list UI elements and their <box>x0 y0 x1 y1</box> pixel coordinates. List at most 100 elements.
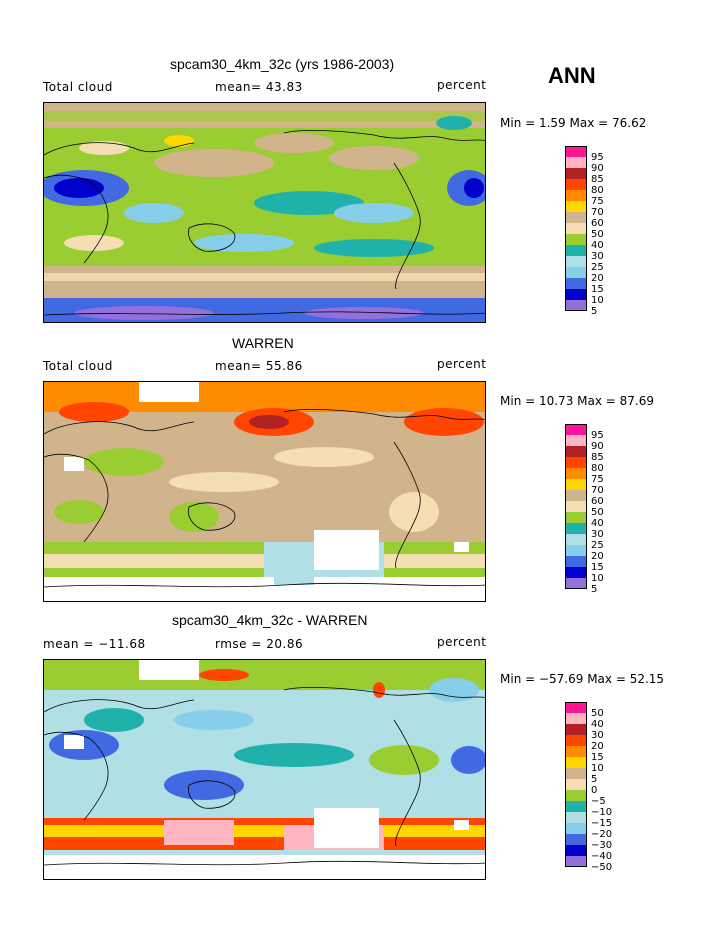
colorbar-label: 25 <box>591 540 604 551</box>
colorbar-swatch <box>565 289 587 300</box>
colorbar-label: 75 <box>591 196 604 207</box>
colorbar-swatch <box>565 278 587 289</box>
colorbar-swatch <box>565 424 587 435</box>
colorbar-swatch <box>565 735 587 746</box>
colorbar-label: 90 <box>591 163 604 174</box>
colorbar-label: 20 <box>591 741 604 752</box>
panel2-colorbar-labels: 95 90 85 80 75 70 60 50 40 30 25 20 15 10 5 <box>591 430 604 595</box>
colorbar-swatch <box>565 768 587 779</box>
colorbar-label: 40 <box>591 719 604 730</box>
colorbar-label: 40 <box>591 240 604 251</box>
colorbar-label: −15 <box>591 818 613 829</box>
panel3-map <box>43 659 486 880</box>
colorbar-label: 70 <box>591 485 604 496</box>
colorbar-swatch <box>565 856 587 867</box>
colorbar-swatch <box>565 457 587 468</box>
colorbar-label: 85 <box>591 452 604 463</box>
panel2-colorbar-boxes <box>565 424 587 589</box>
colorbar-swatch <box>565 179 587 190</box>
colorbar-label: 20 <box>591 551 604 562</box>
panel1-units: percent <box>437 78 487 92</box>
panel1-map-graphic <box>44 103 485 322</box>
colorbar-swatch <box>565 479 587 490</box>
panel1-colorbar: 95 90 85 80 75 70 60 50 40 30 25 20 15 10 5 <box>565 146 604 317</box>
panel3-minmax: Min = −57.69 Max = 52.15 <box>500 672 665 686</box>
colorbar-swatch <box>565 256 587 267</box>
panel3-rmse: rmse = 20.86 <box>215 637 304 651</box>
colorbar-label: 10 <box>591 295 604 306</box>
colorbar-swatch <box>565 567 587 578</box>
colorbar-label: 90 <box>591 441 604 452</box>
colorbar-label: 30 <box>591 529 604 540</box>
colorbar-label: 50 <box>591 229 604 240</box>
colorbar-label: 95 <box>591 152 604 163</box>
colorbar-swatch <box>565 724 587 735</box>
colorbar-label: 80 <box>591 463 604 474</box>
panel1-map <box>43 102 486 323</box>
colorbar-swatch <box>565 468 587 479</box>
colorbar-label: 30 <box>591 730 604 741</box>
colorbar-label: −40 <box>591 851 613 862</box>
colorbar-swatch <box>565 501 587 512</box>
colorbar-swatch <box>565 702 587 713</box>
colorbar-swatch <box>565 578 587 589</box>
colorbar-label: 95 <box>591 430 604 441</box>
colorbar-label: −20 <box>591 829 613 840</box>
colorbar-label: 40 <box>591 518 604 529</box>
colorbar-label: 70 <box>591 207 604 218</box>
colorbar-label: 15 <box>591 752 604 763</box>
colorbar-label: 0 <box>591 785 598 796</box>
colorbar-swatch <box>565 223 587 234</box>
panel2-units: percent <box>437 357 487 371</box>
panel2-map-graphic <box>44 382 485 601</box>
colorbar-label: −50 <box>591 862 613 873</box>
panel2-colorbar: 95 90 85 80 75 70 60 50 40 30 25 20 15 10 5 <box>565 424 604 595</box>
colorbar-swatch <box>565 435 587 446</box>
panel1-minmax: Min = 1.59 Max = 76.62 <box>500 116 647 130</box>
colorbar-label: −30 <box>591 840 613 851</box>
colorbar-label: 5 <box>591 584 598 595</box>
colorbar-swatch <box>565 534 587 545</box>
panel3-colorbar-labels: 50 40 30 20 15 10 5 0 −5 −10 −15 −20 −30 −40 −50 <box>591 708 612 873</box>
colorbar-swatch <box>565 812 587 823</box>
colorbar-swatch <box>565 790 587 801</box>
colorbar-label: 60 <box>591 496 604 507</box>
panel3-map-graphic <box>44 660 485 879</box>
panel1-mean: mean= 43.83 <box>215 80 303 94</box>
panel2-mean: mean= 55.86 <box>215 359 303 373</box>
panel2-field-label: Total cloud <box>43 359 113 373</box>
colorbar-label: 10 <box>591 573 604 584</box>
colorbar-swatch <box>565 823 587 834</box>
colorbar-label: 80 <box>591 185 604 196</box>
colorbar-swatch <box>565 212 587 223</box>
season-label: ANN <box>548 63 596 88</box>
colorbar-swatch <box>565 146 587 157</box>
colorbar-label: 50 <box>591 708 604 719</box>
colorbar-label: 75 <box>591 474 604 485</box>
colorbar-swatch <box>565 845 587 856</box>
colorbar-swatch <box>565 801 587 812</box>
colorbar-swatch <box>565 157 587 168</box>
panel1-colorbar-boxes <box>565 146 587 311</box>
colorbar-label: 5 <box>591 774 598 785</box>
colorbar-swatch <box>565 834 587 845</box>
colorbar-swatch <box>565 713 587 724</box>
colorbar-label: 25 <box>591 262 604 273</box>
colorbar-swatch <box>565 446 587 457</box>
colorbar-swatch <box>565 512 587 523</box>
colorbar-swatch <box>565 201 587 212</box>
colorbar-label: 15 <box>591 562 604 573</box>
colorbar-label: −10 <box>591 807 613 818</box>
colorbar-swatch <box>565 746 587 757</box>
colorbar-label: 30 <box>591 251 604 262</box>
colorbar-label: 60 <box>591 218 604 229</box>
panel2-minmax: Min = 10.73 Max = 87.69 <box>500 394 654 408</box>
colorbar-swatch <box>565 757 587 768</box>
colorbar-swatch <box>565 556 587 567</box>
colorbar-label: 5 <box>591 306 598 317</box>
panel3-mean: mean = −11.68 <box>43 637 146 651</box>
panel1-colorbar-labels: 95 90 85 80 75 70 60 50 40 30 25 20 15 10 5 <box>591 152 604 317</box>
colorbar-swatch <box>565 168 587 179</box>
colorbar-swatch <box>565 779 587 790</box>
colorbar-swatch <box>565 545 587 556</box>
